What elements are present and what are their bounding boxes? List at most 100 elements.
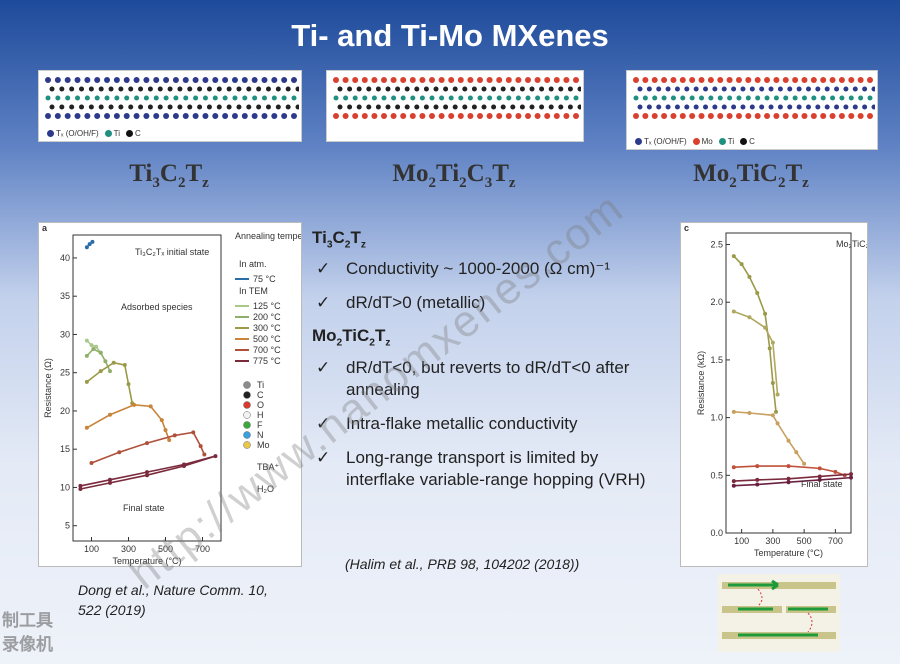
atom: [182, 113, 189, 119]
legend-item: Tₓ (O/OH/F): [635, 137, 687, 146]
atom: [726, 113, 733, 119]
formula-part: 2: [459, 175, 467, 191]
atom: [251, 77, 258, 83]
atom: [525, 113, 531, 119]
atom: [138, 104, 144, 110]
y-tick-label: 5: [65, 521, 70, 531]
data-point: [90, 239, 95, 244]
series-line: [86, 404, 170, 441]
atom: [680, 95, 686, 101]
atom: [271, 95, 277, 101]
data-point: [148, 404, 153, 409]
data-point: [145, 470, 149, 475]
atom: [177, 104, 183, 110]
atom: [491, 104, 497, 110]
data-point: [167, 438, 172, 443]
atom: [764, 77, 771, 83]
atom: [64, 77, 71, 83]
atom: [810, 77, 817, 83]
species-label: H₂O: [257, 484, 274, 494]
atom: [573, 113, 579, 119]
atom: [707, 113, 714, 119]
data-point: [163, 428, 168, 433]
atom: [439, 95, 445, 101]
atom: [352, 77, 359, 83]
atom: [45, 77, 51, 83]
y-tick-label: 2.5: [710, 240, 723, 250]
atom: [404, 86, 410, 92]
atom: [381, 77, 387, 83]
atom: [400, 77, 407, 83]
atom: [457, 113, 464, 119]
atom: [811, 95, 817, 101]
data-point: [731, 309, 736, 314]
atom: [693, 104, 699, 110]
atom: [838, 113, 845, 119]
data-point: [84, 379, 89, 384]
data-point: [98, 350, 103, 355]
atom: [829, 77, 836, 83]
formula-part: z: [508, 175, 516, 191]
atom: [256, 86, 262, 92]
atom: [212, 95, 218, 101]
atom: [820, 95, 826, 101]
atom: [371, 113, 378, 119]
legend-label: Ti: [727, 137, 735, 146]
atom: [94, 77, 101, 83]
series-line: [733, 411, 805, 465]
atom: [222, 95, 228, 101]
atom: [366, 86, 372, 92]
x-tick-label: 100: [84, 544, 99, 554]
atom: [251, 113, 258, 119]
atom: [202, 95, 208, 101]
atom: [385, 86, 391, 92]
atom: [295, 104, 299, 110]
atom: [390, 77, 397, 83]
atom: [361, 77, 368, 83]
data-point: [172, 433, 177, 438]
data-point: [794, 450, 799, 455]
hop-arrow: [757, 588, 813, 633]
atom: [539, 104, 545, 110]
atom: [553, 77, 560, 83]
atom: [94, 95, 100, 101]
citation: Dong et al., Nature Comm. 10, 522 (2019): [78, 582, 268, 618]
element-swatch: [243, 431, 251, 439]
atom: [241, 113, 248, 119]
atom: [731, 86, 737, 92]
atom: [74, 77, 81, 83]
atom: [246, 86, 252, 92]
atom: [486, 113, 493, 119]
formula-part: 3: [484, 175, 493, 191]
atom: [693, 86, 699, 92]
atom: [525, 95, 531, 101]
data-point: [767, 346, 772, 351]
atom: [717, 95, 723, 101]
atom: [633, 95, 639, 101]
legend-item: Tₓ (O/OH/F): [47, 129, 99, 138]
atom: [481, 104, 487, 110]
legend-item: Mo: [692, 137, 713, 146]
atom: [745, 95, 751, 101]
slide-title: Ti- and Ti-Mo MXenes: [291, 18, 609, 53]
atom: [281, 113, 288, 119]
data-point: [770, 413, 775, 418]
data-point: [91, 346, 96, 351]
text-block: Ti3C2TzConductivity ~ 1000-2000 (Ω cm)⁻¹…: [312, 222, 646, 503]
atom: [481, 86, 487, 92]
atom: [755, 95, 761, 101]
data-point: [145, 473, 149, 478]
atom: [740, 104, 746, 110]
atom: [553, 113, 560, 119]
atom: [395, 104, 401, 110]
atom: [84, 95, 90, 101]
x-axis-label: Temperature (°C): [754, 548, 823, 558]
atom: [782, 113, 789, 119]
atom: [98, 86, 104, 92]
atom: [192, 113, 199, 119]
atom: [212, 77, 219, 83]
atom: [153, 95, 159, 101]
formula-part: 2: [369, 337, 375, 349]
atom: [172, 77, 179, 83]
lattice: [333, 77, 581, 119]
